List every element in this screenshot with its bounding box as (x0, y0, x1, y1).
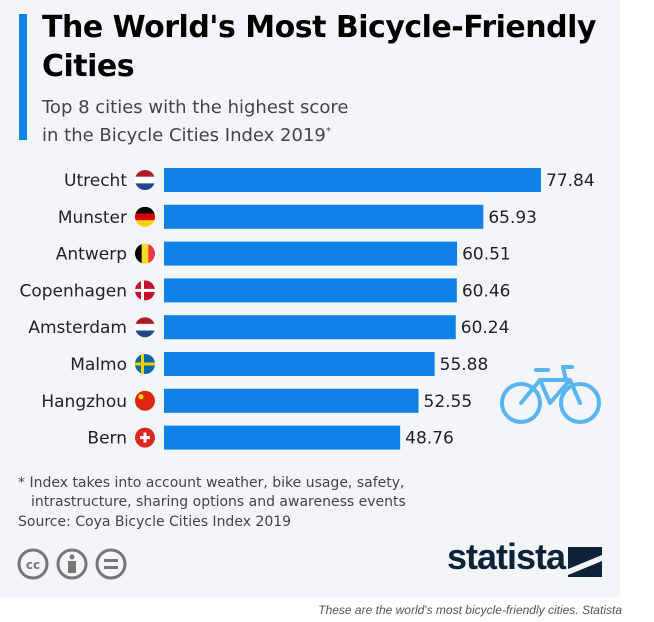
bar-antwerp (164, 241, 458, 266)
value-label: 60.24 (461, 318, 510, 338)
bar-malmo (164, 352, 435, 376)
bar-bern (164, 425, 401, 450)
subtitle-line-1: Top 8 cities with the highest score (42, 97, 349, 118)
flag-china-icon (135, 390, 155, 411)
category-label: Copenhagen (19, 281, 127, 301)
flag-denmark-icon (135, 280, 155, 301)
value-label: 60.46 (462, 281, 511, 301)
bar-amsterdam (164, 315, 456, 340)
value-label: 55.88 (440, 355, 489, 375)
flag-netherlands-icon (135, 170, 155, 190)
bar-chart: Utrecht 77.84 Munster 65.93 Antwerp 60.51 Cope… (19, 168, 601, 450)
by-icon (56, 548, 88, 580)
category-label: Munster (58, 208, 127, 228)
flag-sweden-icon (135, 354, 155, 374)
value-label: 77.84 (546, 171, 595, 191)
statista-logo-mark-icon (568, 547, 602, 577)
subtitle-mark: * (325, 126, 331, 137)
category-label: Hangzhou (41, 392, 127, 412)
footnote-line-1: * Index takes into account weather, bike… (18, 475, 405, 491)
image-caption: These are the world's most bicycle-frien… (318, 603, 622, 617)
svg-text:cc: cc (26, 558, 40, 572)
bar-munster (164, 204, 484, 229)
flag-netherlands-icon (135, 317, 155, 338)
bar-utrecht (164, 168, 541, 192)
category-label: Utrecht (64, 171, 127, 191)
chart-subtitle: Top 8 cities with the highest score in t… (42, 96, 602, 148)
category-label: Antwerp (56, 245, 127, 265)
flag-germany-icon (135, 206, 155, 227)
title-accent-bar (19, 14, 27, 140)
value-label: 48.76 (405, 429, 454, 449)
bar-hangzhou (164, 388, 419, 413)
cc-icon: cc (17, 548, 49, 580)
category-label: Bern (87, 429, 127, 449)
bicycle-icon (500, 365, 601, 424)
source-text: Source: Coya Bicycle Cities Index 2019 (18, 514, 292, 530)
statista-logo: statista (447, 536, 566, 577)
value-label: 60.51 (462, 245, 511, 265)
license-icons: cc (17, 548, 127, 580)
footnote-line-2: intrastructure, sharing options and awar… (31, 494, 406, 510)
chart-title: The World's Most Bicycle-Friendly Cities (42, 10, 596, 84)
flag-belgium-icon (135, 243, 155, 264)
category-label: Amsterdam (28, 318, 127, 338)
value-label: 52.55 (424, 392, 473, 412)
flag-switzerland-icon (135, 427, 155, 448)
value-label: 65.93 (488, 208, 537, 228)
nd-icon (95, 548, 127, 580)
subtitle-line-2: in the Bicycle Cities Index 2019 (42, 125, 326, 146)
category-label: Malmo (70, 355, 127, 375)
bar-copenhagen (164, 278, 457, 303)
